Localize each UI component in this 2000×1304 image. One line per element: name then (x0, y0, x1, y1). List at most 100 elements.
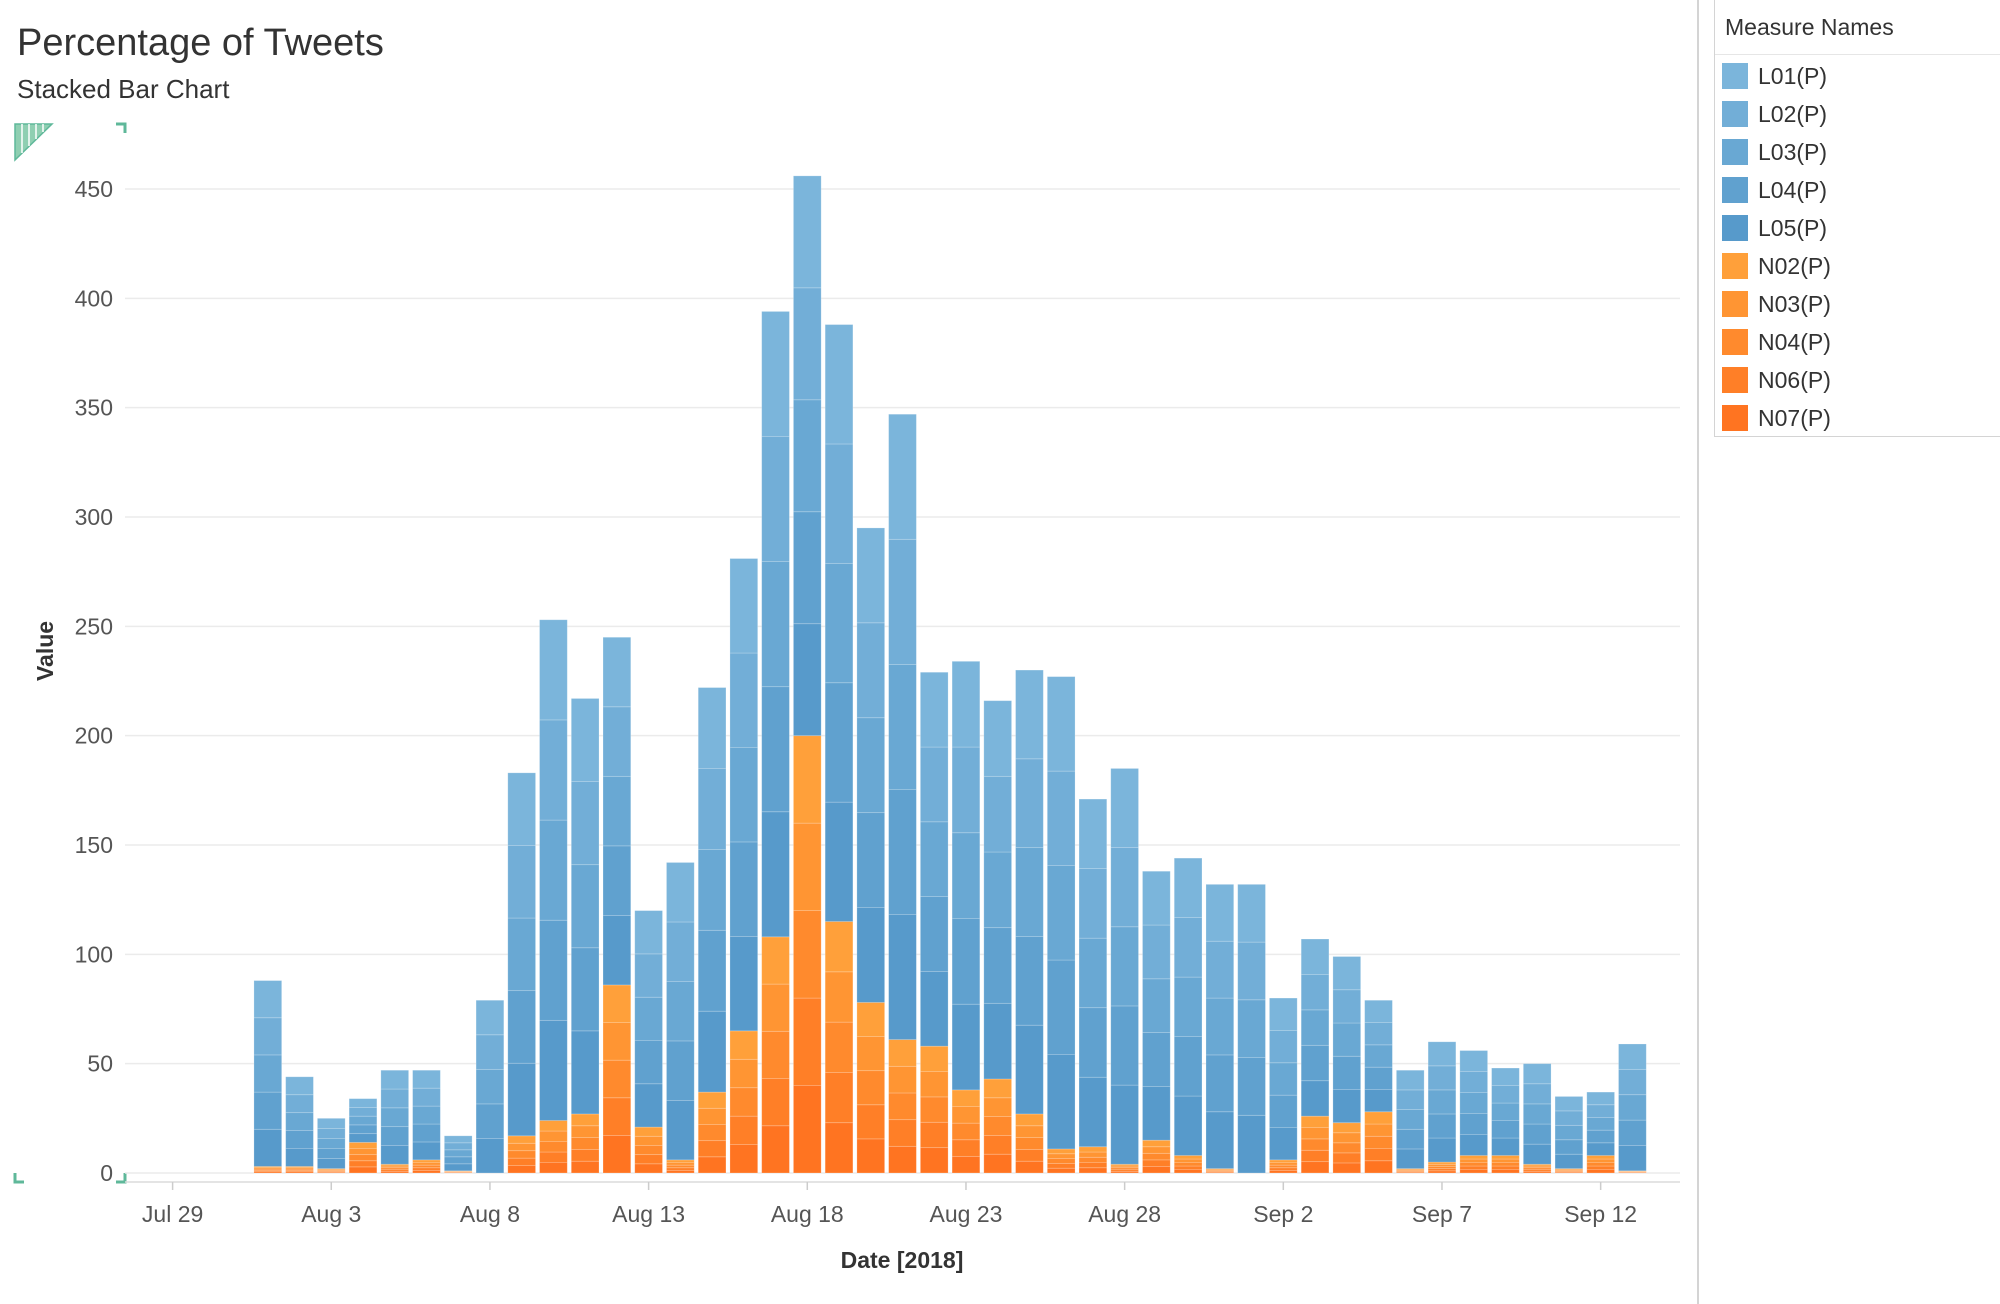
bar-segment (1110, 1005, 1139, 1086)
bar-segment (1078, 798, 1108, 870)
bar-2018-09-02 (1269, 997, 1298, 1174)
bar-segment (634, 1135, 663, 1146)
bar-segment (824, 562, 854, 684)
bar-segment (1459, 1158, 1488, 1163)
bar-segment (1364, 1148, 1393, 1162)
bar-segment (1046, 865, 1076, 961)
bar-segment (919, 821, 949, 898)
bar-segment (1173, 917, 1203, 978)
bar-2018-08-11 (570, 698, 600, 1174)
bar-segment (475, 1138, 505, 1174)
bar-segment (1554, 1153, 1584, 1170)
bar-segment (570, 781, 600, 866)
bar-segment (1142, 1086, 1171, 1141)
bar-2018-08-01 (253, 980, 283, 1174)
legend-item[interactable]: N03(P) (1722, 285, 1831, 323)
bar-segment (1427, 1065, 1457, 1091)
bar-segment (1491, 1165, 1520, 1170)
bar-segment (1364, 1066, 1393, 1090)
legend-item[interactable]: L02(P) (1722, 95, 1831, 133)
bar-segment (475, 1103, 505, 1139)
bar-2018-08-02 (285, 1076, 314, 1174)
legend-label: L05(P) (1758, 214, 1828, 241)
bar-segment (1015, 1137, 1044, 1150)
bar-2018-08-20 (856, 527, 886, 1174)
bar-segment (412, 1123, 441, 1143)
bar-segment (634, 953, 663, 998)
legend-item[interactable]: L05(P) (1722, 209, 1831, 247)
bar-segment (253, 1017, 283, 1056)
legend-item[interactable]: N02(P) (1722, 247, 1831, 285)
bar-segment (951, 1003, 981, 1091)
bar-segment (602, 915, 632, 986)
bar-segment (824, 801, 854, 922)
bar-segment (507, 1165, 536, 1174)
corner-marker-top (116, 122, 127, 133)
bar-segment (1332, 1142, 1362, 1154)
bar-segment (919, 1121, 949, 1149)
bar-segment (793, 175, 822, 289)
legend: Measure Names L01(P) L02(P) L03(P) L04(P) L0… (1714, 0, 2000, 437)
legend-item[interactable]: L01(P) (1722, 57, 1831, 95)
bar-segment (1300, 1149, 1330, 1163)
bar-segment (570, 1030, 600, 1115)
bar-segment (1522, 1143, 1552, 1165)
bar-segment (602, 1059, 632, 1099)
bar-segment (951, 918, 981, 1005)
x-axis-ticks: Jul 29 Aug 3 Aug 8 Aug 13 Aug 18 Aug 23 Aug 28… (142, 1182, 1637, 1227)
bar-segment (1586, 1142, 1615, 1156)
bar-segment (1332, 1162, 1362, 1174)
legend-swatch (1722, 253, 1748, 279)
bar-2018-09-12 (1586, 1091, 1615, 1174)
bar-segment (824, 324, 854, 445)
bar-segment (317, 1117, 346, 1129)
bar-segment (1395, 1089, 1425, 1110)
legend-item[interactable]: L03(P) (1722, 133, 1831, 171)
bar-segment (348, 1166, 378, 1174)
bar-segment (1427, 1089, 1457, 1115)
bar-segment (1364, 1123, 1393, 1137)
bar-segment (1110, 847, 1139, 928)
bar-segment (1173, 1169, 1203, 1174)
bar-segment (856, 1138, 886, 1174)
bar-segment (666, 862, 695, 923)
bar-2018-08-10 (539, 619, 568, 1174)
bar-segment (1015, 1024, 1044, 1115)
bar-segment (475, 999, 505, 1036)
bar-segment (253, 1091, 283, 1130)
drill-icon[interactable] (14, 123, 54, 162)
bar-segment (888, 1065, 917, 1094)
bar-segment (602, 984, 632, 1023)
corner-marker-bottom-right (116, 1173, 127, 1184)
bar-segment (539, 619, 568, 721)
bar-segment (634, 910, 663, 955)
legend-swatch (1722, 63, 1748, 89)
bar-segment (1015, 758, 1044, 849)
legend-item[interactable]: N07(P) (1722, 399, 1831, 437)
bar-segment (1618, 1094, 1647, 1121)
bar-segment (348, 1133, 378, 1143)
bar-segment (507, 1157, 536, 1166)
bar-segment (1078, 868, 1108, 939)
bar-segment (793, 623, 822, 737)
bar-segment (1364, 1160, 1393, 1174)
bar-segment (285, 1148, 314, 1167)
bar-segment (761, 1125, 790, 1174)
bar-segment (1586, 1117, 1615, 1131)
bar-segment (697, 929, 727, 1012)
legend-item[interactable]: N04(P) (1722, 323, 1831, 361)
bar-2018-08-23 (951, 660, 981, 1174)
x-tick-label: Aug 8 (460, 1201, 520, 1227)
bar-segment (1459, 1155, 1488, 1160)
bar-segment (983, 1097, 1012, 1117)
bar-segment (1364, 1089, 1393, 1113)
bar-segment (697, 1140, 727, 1158)
bar-segment (1078, 937, 1108, 1009)
bar-segment (1522, 1103, 1552, 1125)
legend-item[interactable]: N06(P) (1722, 361, 1831, 399)
legend-item[interactable]: L04(P) (1722, 171, 1831, 209)
bar-segment (951, 746, 981, 834)
bar-segment (412, 1087, 441, 1107)
bar-segment (1046, 770, 1076, 866)
bar-segment (1046, 1148, 1076, 1155)
